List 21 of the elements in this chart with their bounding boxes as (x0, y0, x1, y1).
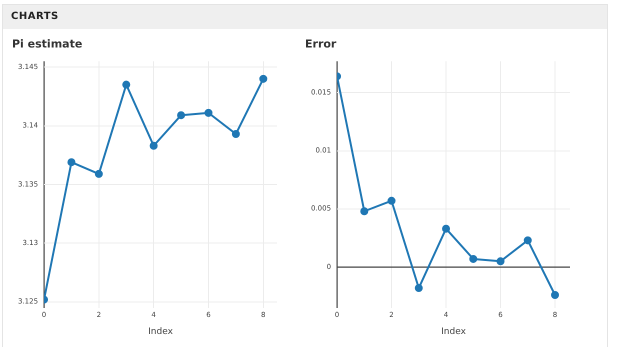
x-axis-title: Index (148, 326, 174, 337)
point (259, 74, 268, 83)
point (388, 196, 396, 205)
point (360, 207, 368, 216)
point (94, 170, 103, 178)
point (177, 111, 186, 120)
point (496, 257, 505, 266)
text: CHARTS (3, 5, 607, 29)
point (469, 254, 478, 263)
point (150, 142, 158, 150)
point (204, 108, 212, 117)
point (122, 80, 130, 89)
chart-title: Pi estimate (12, 37, 82, 50)
chart-title: Error (305, 37, 337, 50)
point (524, 236, 532, 244)
point (414, 284, 423, 292)
point (442, 224, 450, 233)
point (232, 130, 240, 138)
x-axis-title: Index (441, 326, 467, 337)
point (551, 291, 560, 300)
point (67, 158, 76, 166)
